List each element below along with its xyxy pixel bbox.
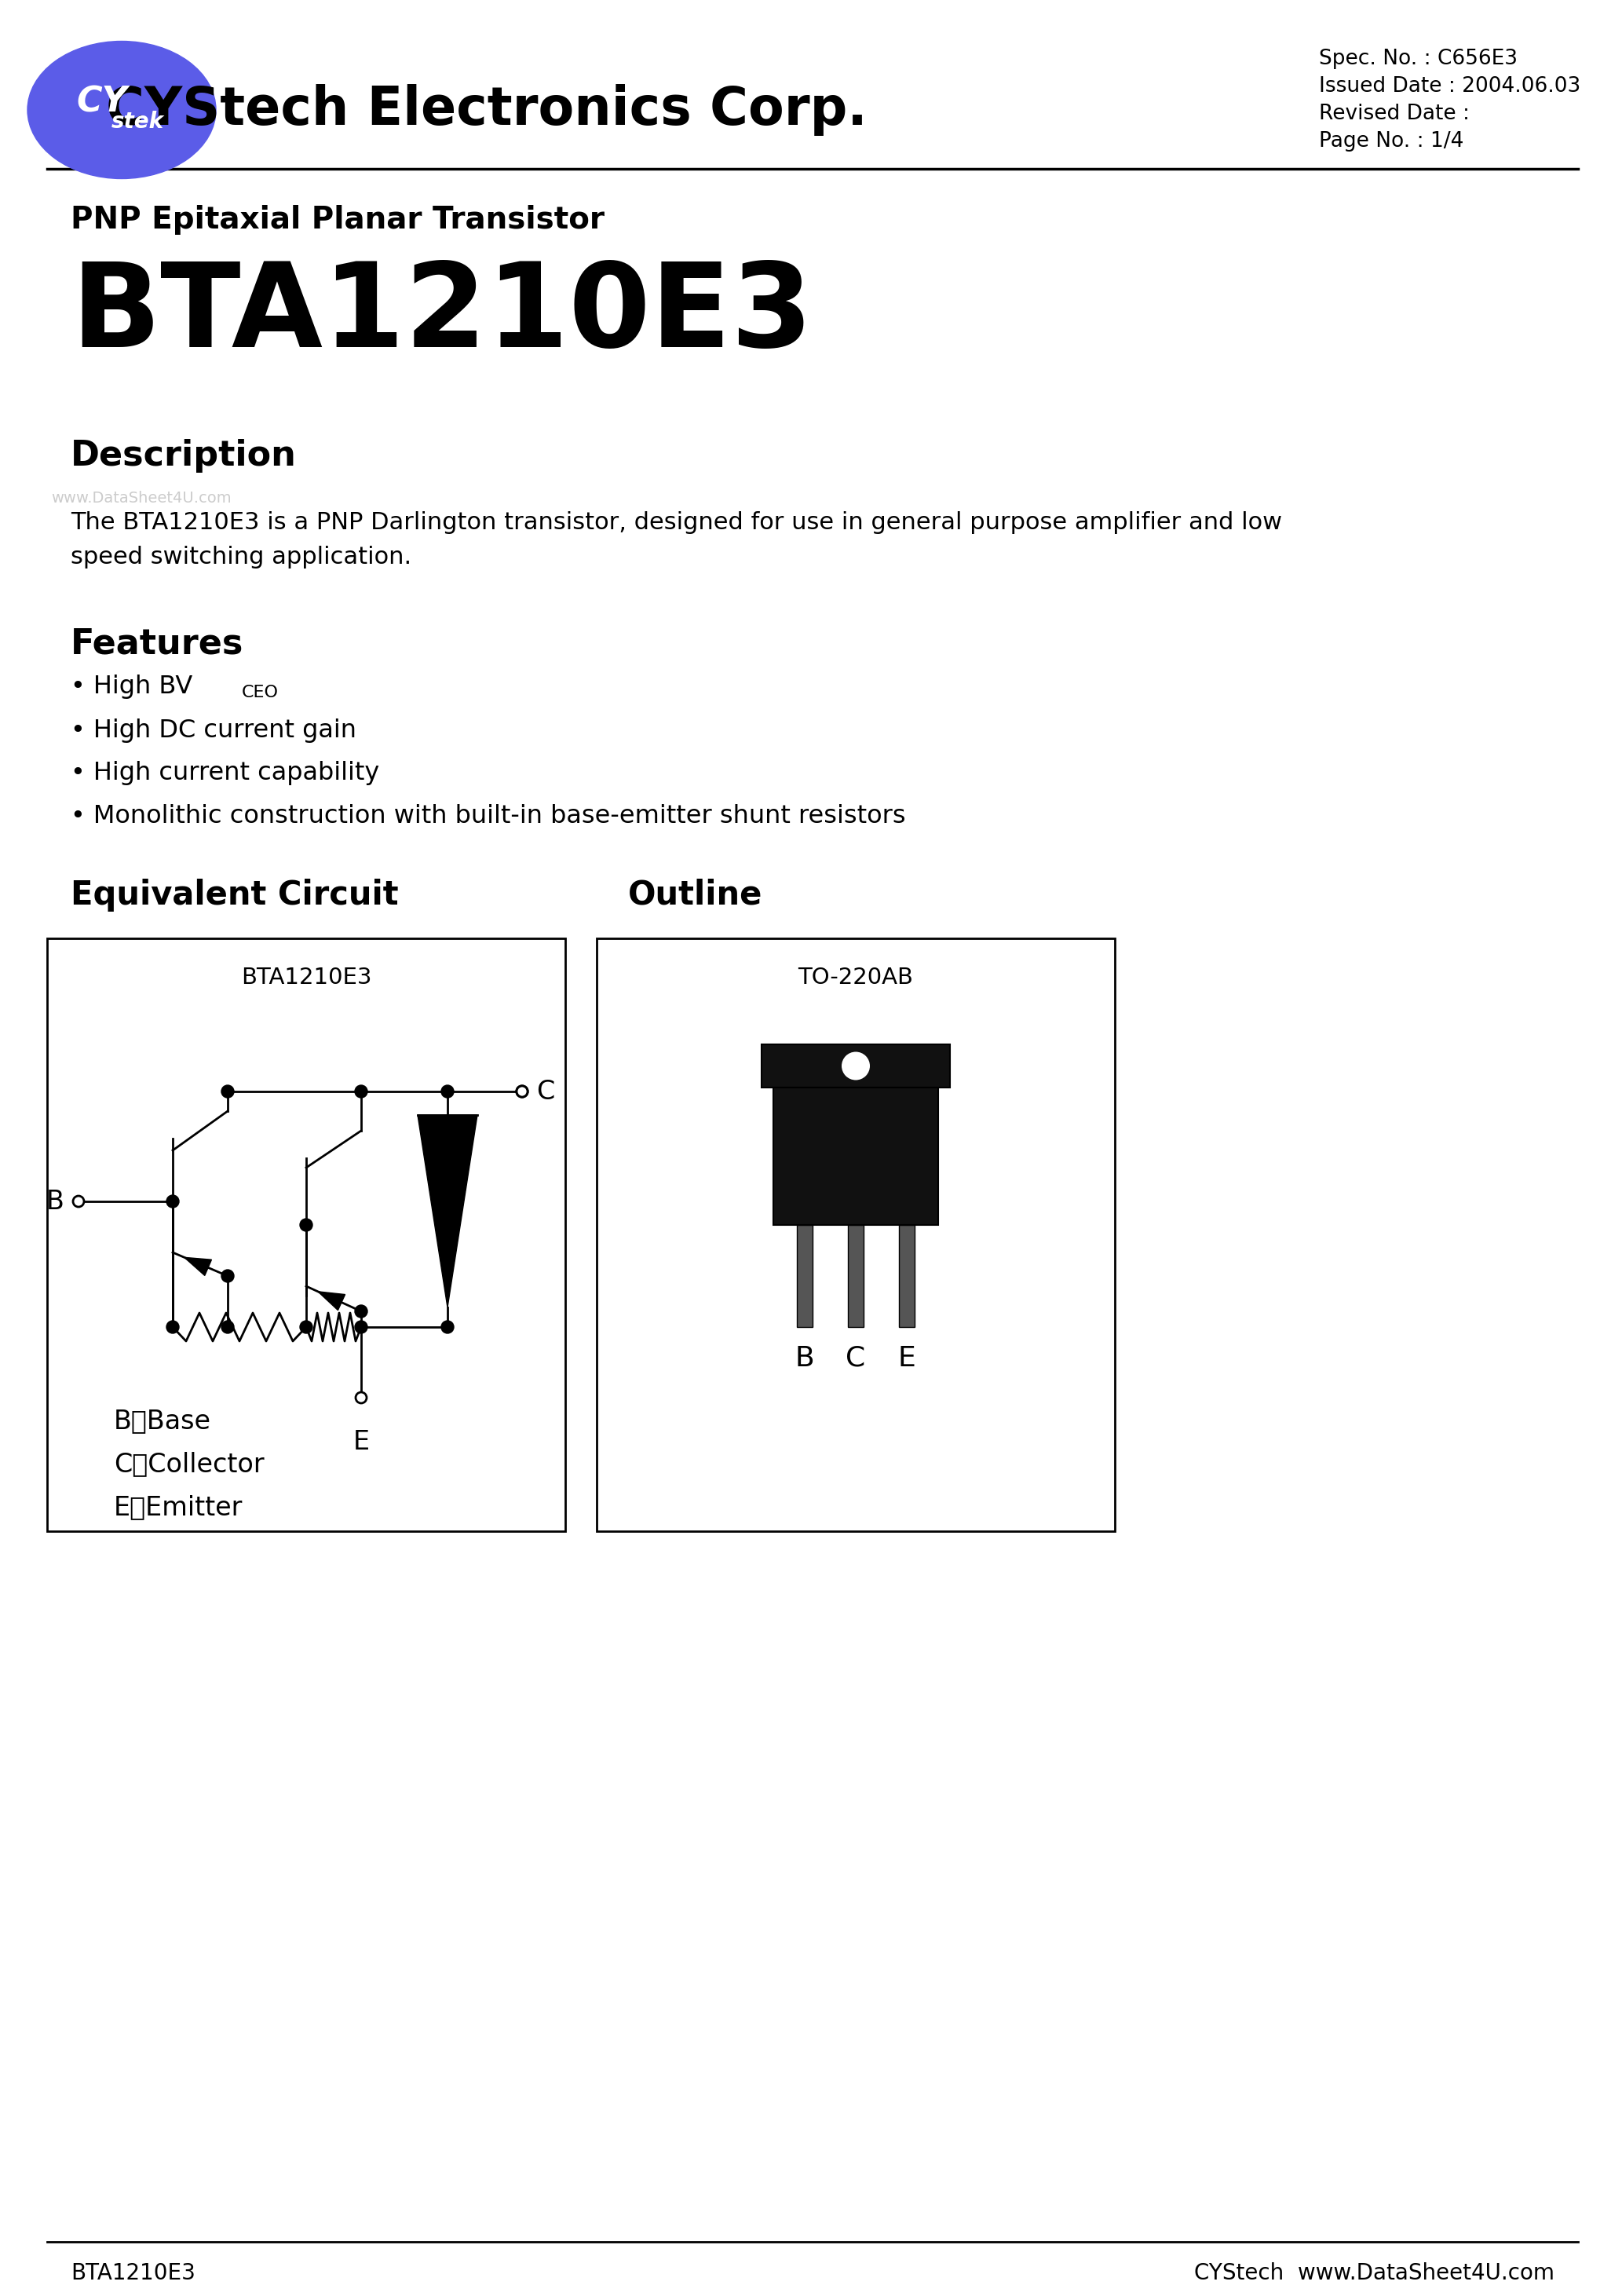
Text: CYStech  www.DataSheet4U.com: CYStech www.DataSheet4U.com [1194,2262,1554,2285]
Circle shape [221,1320,234,1334]
Circle shape [300,1219,313,1231]
Text: TO-220AB: TO-220AB [798,967,913,990]
Bar [848,1226,863,1327]
Text: stek: stek [110,110,164,133]
Circle shape [842,1052,869,1079]
Text: Description: Description [71,439,297,473]
Bar [47,939,564,1531]
Circle shape [441,1086,454,1097]
Circle shape [516,1086,529,1097]
Text: Revised Date :: Revised Date : [1319,103,1470,124]
Text: C：Collector: C：Collector [114,1451,264,1476]
Text: C: C [845,1345,866,1371]
Text: • High DC current gain: • High DC current gain [71,719,357,742]
Bar [762,1045,950,1088]
Text: speed switching application.: speed switching application. [71,546,412,569]
Text: Outline: Outline [628,879,762,912]
Circle shape [355,1304,368,1318]
Text: The BTA1210E3 is a PNP Darlington transistor, designed for use in general purpos: The BTA1210E3 is a PNP Darlington transi… [71,510,1281,533]
Circle shape [167,1320,178,1334]
Ellipse shape [28,41,216,179]
Text: E：Emitter: E：Emitter [114,1495,243,1520]
Text: BTA1210E3: BTA1210E3 [71,2262,195,2285]
Circle shape [221,1270,234,1281]
Circle shape [516,1086,527,1097]
Polygon shape [185,1258,211,1277]
Text: E: E [899,1345,916,1371]
Text: • Monolithic construction with built-in base-emitter shunt resistors: • Monolithic construction with built-in … [71,804,905,829]
Text: B：Base: B：Base [114,1407,211,1435]
Text: CY: CY [76,85,128,119]
Text: Page No. : 1/4: Page No. : 1/4 [1319,131,1463,152]
Circle shape [167,1196,178,1208]
Text: • High BV: • High BV [71,675,193,700]
Text: E: E [354,1428,370,1456]
Circle shape [355,1391,367,1403]
Circle shape [221,1086,234,1097]
Text: BTA1210E3: BTA1210E3 [240,967,371,990]
Text: BTA1210E3: BTA1210E3 [71,257,813,372]
Text: Issued Date : 2004.06.03: Issued Date : 2004.06.03 [1319,76,1580,96]
Polygon shape [318,1293,345,1311]
Circle shape [300,1320,313,1334]
Circle shape [355,1320,368,1334]
Text: CYStech Electronics Corp.: CYStech Electronics Corp. [105,85,868,135]
Circle shape [73,1196,84,1208]
Bar [899,1226,915,1327]
Text: CEO: CEO [242,684,279,700]
Bar [774,1088,938,1226]
Circle shape [441,1320,454,1334]
Text: Features: Features [71,627,243,661]
Text: PNP Epitaxial Planar Transistor: PNP Epitaxial Planar Transistor [71,204,605,234]
Bar [796,1226,813,1327]
Text: • High current capability: • High current capability [71,762,380,785]
Text: B: B [47,1189,65,1215]
Text: B: B [795,1345,814,1371]
Polygon shape [418,1116,477,1306]
Text: Spec. No. : C656E3: Spec. No. : C656E3 [1319,48,1518,69]
Text: www.DataSheet4U.com: www.DataSheet4U.com [50,491,232,505]
Text: Equivalent Circuit: Equivalent Circuit [71,879,399,912]
Text: C: C [537,1079,555,1104]
Bar [597,939,1114,1531]
Circle shape [355,1086,368,1097]
